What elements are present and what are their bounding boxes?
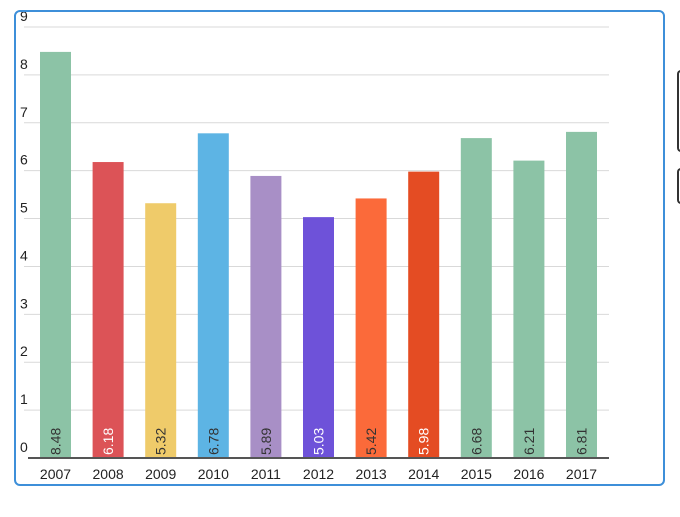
bar	[566, 131, 597, 459]
bar-chart: 0 1 2 3 4 5 6 7 8 9 8.48 2007 6.18 2008 5.32 2009 6.78 20…	[20, 12, 609, 482]
x-tick-label: 2015	[461, 466, 492, 482]
bar	[145, 203, 177, 458]
bar	[408, 171, 440, 458]
y-tick-label: 2	[20, 343, 28, 359]
x-tick-label: 2010	[198, 466, 229, 482]
y-tick-label: 1	[20, 391, 28, 407]
x-tick-label: 2017	[566, 466, 597, 482]
y-tick-label: 7	[20, 104, 28, 120]
y-tick-label: 4	[20, 247, 28, 263]
bar-value-label: 6.78	[205, 428, 221, 455]
x-tick-label: 2011	[251, 466, 281, 482]
bar	[460, 138, 492, 458]
bar	[513, 160, 545, 459]
x-tick-label: 2014	[408, 466, 439, 482]
bar-value-label: 5.98	[416, 428, 432, 455]
bar	[250, 175, 282, 458]
y-tick-label: 8	[20, 56, 28, 72]
bar-value-label: 5.32	[153, 428, 169, 455]
y-tick-label: 0	[20, 439, 28, 455]
bar	[92, 162, 124, 458]
x-tick-label: 2016	[513, 466, 544, 482]
bar	[355, 198, 387, 459]
bar-value-label: 6.18	[100, 428, 116, 455]
x-tick-label: 2009	[145, 466, 176, 482]
bar	[197, 133, 229, 458]
bar-value-label: 6.21	[521, 428, 537, 455]
bar-value-label: 5.03	[311, 428, 327, 455]
bar-value-label: 6.81	[574, 428, 590, 455]
side-tab-bottom[interactable]	[677, 168, 680, 204]
y-tick-label: 6	[20, 152, 28, 168]
y-tick-label: 9	[20, 12, 28, 24]
y-tick-label: 3	[20, 295, 28, 311]
bar-value-label: 5.42	[363, 428, 379, 455]
bar-value-label: 6.68	[468, 428, 484, 455]
y-tick-label: 5	[20, 200, 28, 216]
x-tick-label: 2013	[356, 466, 387, 482]
x-tick-label: 2012	[303, 466, 334, 482]
bar-value-label: 5.89	[258, 428, 274, 455]
bar-value-label: 8.48	[48, 428, 64, 455]
bar	[40, 51, 71, 458]
side-tab-top[interactable]	[677, 70, 680, 152]
x-tick-label: 2007	[40, 466, 71, 482]
x-tick-label: 2008	[93, 466, 124, 482]
chart-panel: 0 1 2 3 4 5 6 7 8 9 8.48 2007 6.18 2008 5.32 2009 6.78 20…	[14, 10, 665, 486]
bar	[303, 217, 334, 458]
